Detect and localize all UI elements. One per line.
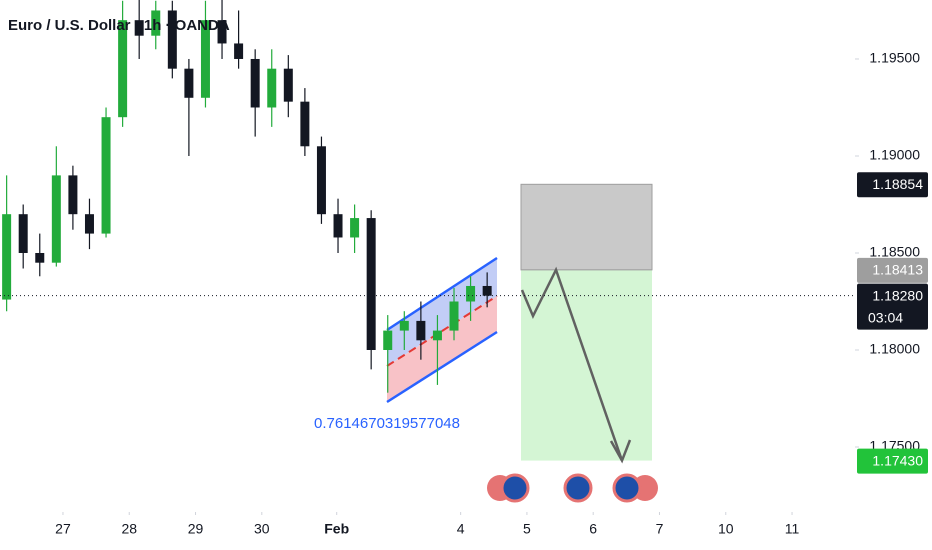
candle-body xyxy=(2,214,12,300)
candle-body xyxy=(300,101,310,147)
channel-upper xyxy=(387,258,497,366)
x-tick-label: 7 xyxy=(656,521,664,537)
last-price-label: 1.18280 xyxy=(872,287,923,303)
candle-body xyxy=(416,320,426,341)
candle-body xyxy=(466,285,476,302)
projection-arrowhead xyxy=(609,439,632,464)
entry-price-box xyxy=(857,257,928,283)
x-tick-label: 28 xyxy=(121,521,137,537)
candle-body xyxy=(51,175,61,263)
x-tick-label: 5 xyxy=(523,521,531,537)
channel-top xyxy=(386,256,498,332)
drawing-layer xyxy=(386,183,653,461)
candle-body xyxy=(333,214,343,238)
x-tick-label: 11 xyxy=(785,521,800,537)
y-tick-label: 1.19000 xyxy=(869,147,920,163)
event-icon xyxy=(500,473,530,503)
candle-body xyxy=(118,20,128,118)
candle-body xyxy=(35,252,45,263)
candle-body xyxy=(316,146,326,215)
candle-body xyxy=(200,20,210,98)
target-zone xyxy=(521,269,652,461)
projection-path xyxy=(520,266,624,461)
channel-lower xyxy=(387,296,497,402)
candle-body xyxy=(283,68,293,102)
candle-body xyxy=(449,301,459,331)
chart-title: Euro / U.S. Dollar · 1h · OANDA xyxy=(8,17,230,34)
x-tick-label: 29 xyxy=(188,521,204,537)
target-price-box xyxy=(857,448,928,474)
target-price-label: 1.17430 xyxy=(872,452,923,468)
x-tick-label: 4 xyxy=(457,521,465,537)
candle-body xyxy=(68,175,78,215)
candle-body xyxy=(250,58,260,108)
x-tick-label: 10 xyxy=(718,521,734,537)
entry-price-label: 1.18413 xyxy=(872,262,923,278)
candles-layer xyxy=(2,0,492,393)
candle-body xyxy=(184,68,194,98)
candle-body xyxy=(101,117,111,234)
y-tick-label: 1.19500 xyxy=(869,50,920,66)
candle-body xyxy=(399,320,409,331)
annotation: 0.7614670319577048 xyxy=(314,415,460,432)
x-tick-label: 27 xyxy=(55,521,71,537)
stop-price-label: 1.18854 xyxy=(872,176,923,192)
y-tick-label: 1.18500 xyxy=(869,244,920,260)
channel-bottom xyxy=(386,330,498,404)
candle-body xyxy=(167,10,177,69)
y-tick-label: 1.18000 xyxy=(869,341,920,357)
candle-body xyxy=(151,10,161,36)
candle-body xyxy=(432,330,442,341)
x-tick-label: 6 xyxy=(589,521,597,537)
countdown-label: 03:04 xyxy=(868,309,903,325)
stop-zone xyxy=(520,183,653,271)
channel-mid xyxy=(386,295,498,367)
candle-body xyxy=(383,330,393,350)
event-icon xyxy=(563,473,593,503)
candle-body xyxy=(84,214,94,234)
overlay-layer: 1.18854 1.18413 1.18280 03:04 1.17430 xyxy=(0,172,928,474)
stop-price-box xyxy=(857,172,928,198)
event-icons xyxy=(487,473,658,503)
candle-body xyxy=(482,285,492,296)
candle-body xyxy=(18,214,28,253)
candle-body xyxy=(234,43,244,59)
candle-body xyxy=(366,218,376,350)
x-tick-label: Feb xyxy=(324,521,349,537)
candle-body xyxy=(134,20,144,36)
candle-body xyxy=(350,218,360,238)
candle-body xyxy=(217,20,227,44)
last-price-box xyxy=(857,283,928,330)
x-tick-label: 30 xyxy=(254,521,270,537)
candle-body xyxy=(267,68,277,108)
event-icon xyxy=(612,473,642,503)
